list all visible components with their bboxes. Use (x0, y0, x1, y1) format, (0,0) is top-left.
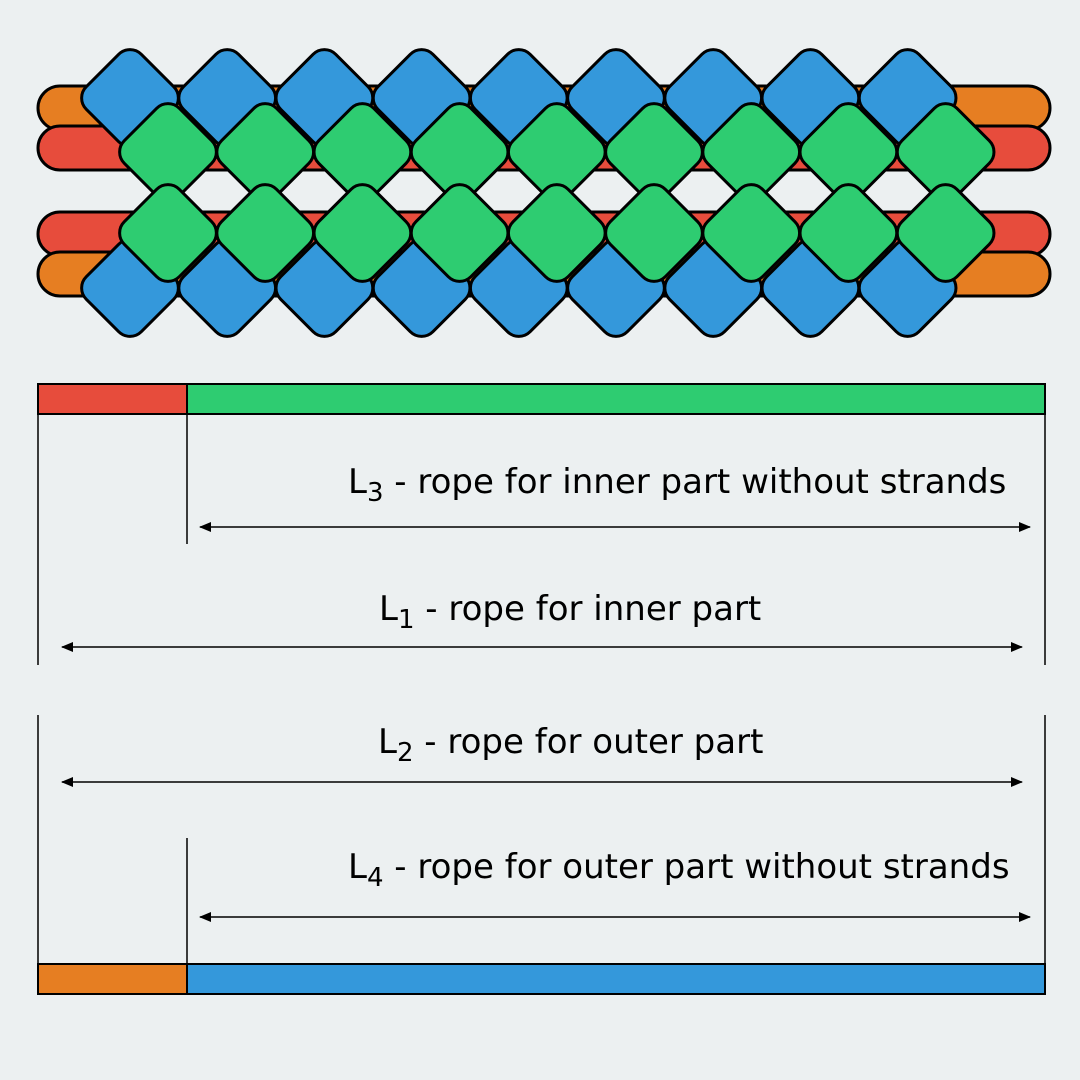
l4-label: L4 - rope for outer part without strands (348, 847, 1010, 891)
inner-knot (798, 102, 899, 202)
inner-knot (701, 183, 802, 283)
outer-rope-body-segment (186, 963, 1046, 995)
inner-knot (118, 183, 218, 283)
l3-label: L3 - rope for inner part without strands (348, 462, 1007, 506)
l3-letter: L (348, 462, 367, 502)
l1-label: L1 - rope for inner part (379, 589, 762, 633)
braid-illustration (36, 48, 1052, 338)
inner-knot (506, 102, 607, 202)
inner-rope-body-segment (186, 383, 1046, 415)
inner-knots-bottom-row (118, 183, 996, 283)
l2-text: - rope for outer part (413, 722, 764, 762)
l4-letter: L (348, 847, 367, 887)
inner-knot (409, 102, 510, 202)
inner-rope-strand-segment (37, 383, 188, 415)
inner-knot (895, 102, 996, 202)
inner-knot (312, 102, 413, 202)
l3-text: - rope for inner part without strands (383, 462, 1007, 502)
l2-letter: L (378, 722, 397, 762)
l4-text: - rope for outer part without strands (383, 847, 1010, 887)
l2-label: L2 - rope for outer part (378, 722, 764, 766)
l3-subscript: 3 (366, 478, 384, 508)
inner-knot (701, 102, 802, 202)
l1-subscript: 1 (397, 605, 415, 635)
l1-letter: L (379, 589, 398, 629)
inner-knot (506, 183, 607, 283)
inner-knot (604, 183, 704, 283)
outer-rope-strand-segment (37, 963, 188, 995)
l2-subscript: 2 (396, 738, 414, 768)
inner-knot (798, 183, 899, 283)
inner-knot (215, 102, 316, 202)
l4-subscript: 4 (366, 863, 384, 893)
l1-text: - rope for inner part (414, 589, 762, 629)
inner-knot (604, 102, 704, 202)
inner-knot (215, 183, 316, 283)
inner-knot (312, 183, 413, 283)
inner-knot (895, 183, 996, 283)
inner-knot (409, 183, 510, 283)
inner-knots-top-row (118, 102, 996, 202)
inner-knot (118, 102, 218, 202)
